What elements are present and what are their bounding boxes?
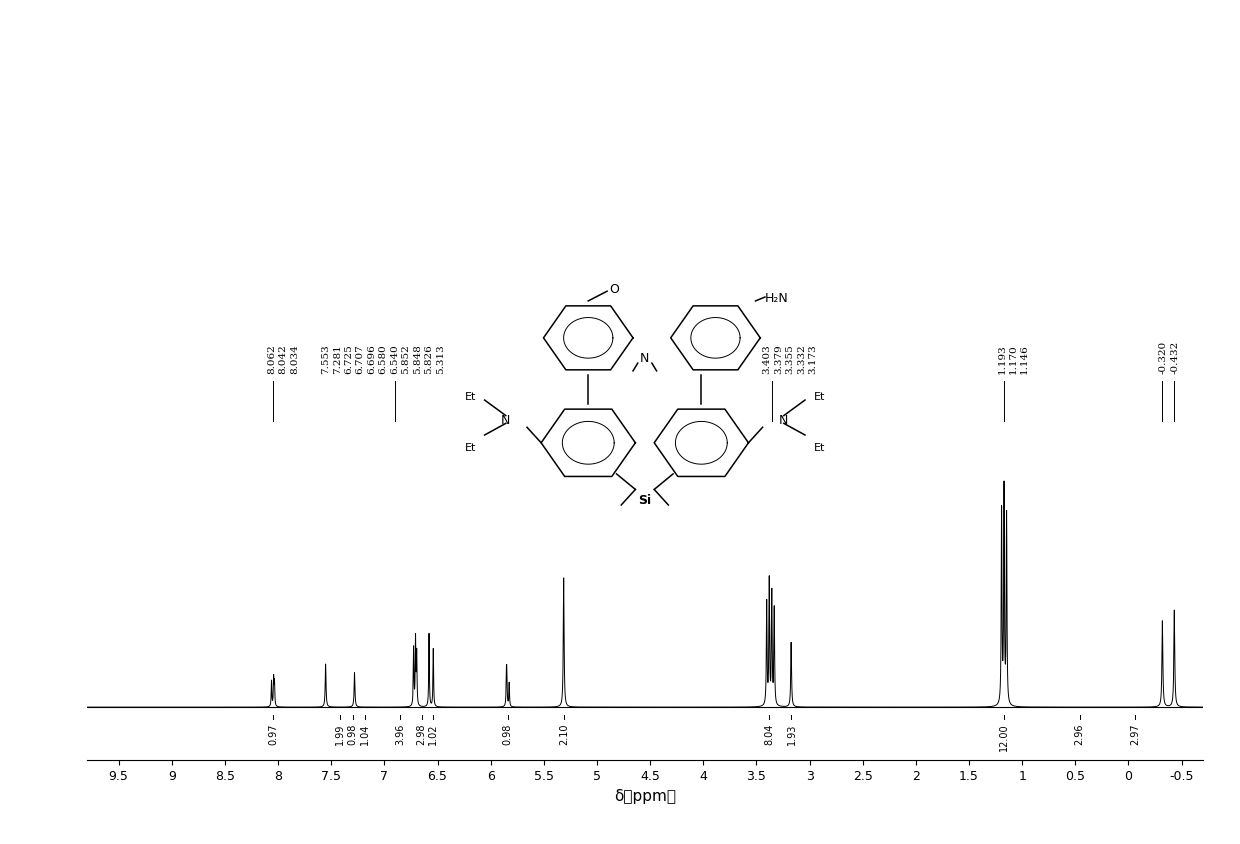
Text: 0.98: 0.98 [502, 722, 512, 744]
Text: Si: Si [639, 493, 651, 506]
Text: -0.432: -0.432 [1171, 340, 1179, 373]
Text: 3.403
3.379
3.355
3.332
3.173: 3.403 3.379 3.355 3.332 3.173 [763, 344, 817, 373]
Text: 1.04: 1.04 [361, 722, 371, 744]
Text: 1.02: 1.02 [428, 722, 438, 744]
Text: N: N [640, 351, 650, 365]
Text: 2.98: 2.98 [417, 722, 427, 744]
Text: Et: Et [465, 392, 476, 402]
Text: 7.553
7.281
6.725
6.707
6.696
6.580
6.540
5.852
5.848
5.826
5.313: 7.553 7.281 6.725 6.707 6.696 6.580 6.54… [321, 344, 445, 373]
Text: Et: Et [813, 442, 825, 452]
Text: 1.93: 1.93 [786, 722, 796, 744]
Text: Et: Et [465, 442, 476, 452]
Text: 8.04: 8.04 [764, 722, 774, 744]
Text: 2.10: 2.10 [559, 722, 569, 744]
X-axis label: δ（ppm）: δ（ppm） [614, 787, 676, 803]
Text: N: N [501, 414, 511, 426]
Text: 8.062
8.042
8.034: 8.062 8.042 8.034 [268, 344, 299, 373]
Text: 0.97: 0.97 [268, 722, 278, 744]
Text: 2.96: 2.96 [1075, 722, 1085, 744]
Text: 1.193
1.170
1.146: 1.193 1.170 1.146 [997, 344, 1029, 373]
Text: 3.96: 3.96 [396, 722, 405, 744]
Text: -0.320: -0.320 [1158, 340, 1167, 373]
Text: 1.99: 1.99 [335, 722, 345, 744]
Text: 12.00: 12.00 [999, 722, 1009, 750]
Text: Et: Et [813, 392, 825, 402]
Text: O: O [609, 282, 619, 295]
Text: 2.97: 2.97 [1130, 722, 1140, 744]
Text: H₂N: H₂N [765, 291, 789, 304]
Text: N: N [779, 414, 789, 426]
Text: 0.98: 0.98 [347, 722, 357, 744]
